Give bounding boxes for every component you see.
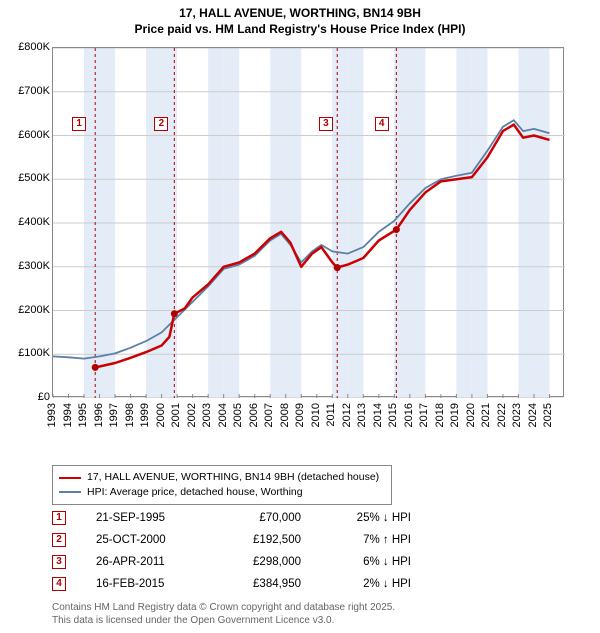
legend-row-hpi: HPI: Average price, detached house, Wort… [59,485,385,500]
table-row: 225-OCT-2000£192,5007% ↑ HPI [52,529,594,551]
x-axis-label: 1993 [46,403,58,427]
y-axis-label: £600K [6,129,50,141]
y-axis-label: £200K [6,304,50,316]
x-axis-label: 2013 [356,403,368,427]
footnote: Contains HM Land Registry data © Crown c… [52,601,594,627]
title-line2: Price paid vs. HM Land Registry's House … [6,22,594,38]
x-axis-label: 2003 [201,403,213,427]
y-axis-label: £700K [6,85,50,97]
event-marker: 2 [154,117,168,131]
x-axis-label: 2021 [480,403,492,427]
plot-rect [52,47,564,397]
x-axis-label: 1995 [77,403,89,427]
x-axis-label: 1994 [62,403,74,427]
table-row: 121-SEP-1995£70,00025% ↓ HPI [52,507,594,529]
tx-price: £298,000 [196,556,301,568]
x-axis-label: 1998 [124,403,136,427]
tx-marker: 1 [52,511,66,525]
x-axis-label: 1999 [139,403,151,427]
y-axis-label: £300K [6,260,50,272]
title-line1: 17, HALL AVENUE, WORTHING, BN14 9BH [6,6,594,22]
x-axis-label: 2018 [434,403,446,427]
x-axis-label: 2017 [418,403,430,427]
chart-title: 17, HALL AVENUE, WORTHING, BN14 9BH Pric… [6,6,594,37]
x-axis-label: 2001 [170,403,182,427]
footnote-line1: Contains HM Land Registry data © Crown c… [52,601,594,614]
x-axis-label: 2024 [527,403,539,427]
x-axis-label: 1996 [93,403,105,427]
transactions-table: 121-SEP-1995£70,00025% ↓ HPI225-OCT-2000… [52,507,594,595]
event-marker: 1 [72,117,86,131]
legend-row-subject: 17, HALL AVENUE, WORTHING, BN14 9BH (det… [59,470,385,485]
x-axis-label: 2010 [310,403,322,427]
tx-price: £384,950 [196,578,301,590]
table-row: 416-FEB-2015£384,9502% ↓ HPI [52,573,594,595]
tx-diff: 7% ↑ HPI [301,534,411,546]
swatch-subject [59,477,81,479]
y-axis-label: £500K [6,172,50,184]
x-axis-label: 2023 [511,403,523,427]
event-marker: 4 [375,117,389,131]
x-axis-label: 2009 [294,403,306,427]
legend: 17, HALL AVENUE, WORTHING, BN14 9BH (det… [52,465,392,504]
x-axis-label: 2019 [449,403,461,427]
x-axis-label: 2020 [465,403,477,427]
x-axis-label: 2012 [341,403,353,427]
x-axis-label: 2002 [186,403,198,427]
footnote-line2: This data is licensed under the Open Gov… [52,614,594,627]
legend-label-subject: 17, HALL AVENUE, WORTHING, BN14 9BH (det… [87,470,379,485]
event-marker: 3 [319,117,333,131]
y-axis-label: £0 [6,391,50,403]
y-axis-label: £100K [6,347,50,359]
x-axis-label: 2025 [542,403,554,427]
tx-price: £192,500 [196,534,301,546]
table-row: 326-APR-2011£298,0006% ↓ HPI [52,551,594,573]
x-axis-label: 2014 [372,403,384,427]
tx-date: 25-OCT-2000 [66,534,196,546]
x-axis-label: 2016 [403,403,415,427]
tx-price: £70,000 [196,512,301,524]
tx-diff: 2% ↓ HPI [301,578,411,590]
plot-svg [53,48,565,398]
tx-marker: 3 [52,555,66,569]
tx-marker: 2 [52,533,66,547]
x-axis-label: 2007 [263,403,275,427]
tx-diff: 25% ↓ HPI [301,512,411,524]
x-axis-label: 2006 [248,403,260,427]
swatch-hpi [59,491,81,493]
x-axis-label: 2004 [217,403,229,427]
legend-label-hpi: HPI: Average price, detached house, Wort… [87,485,303,500]
x-axis-label: 2011 [325,403,337,427]
x-axis-label: 2000 [155,403,167,427]
tx-date: 26-APR-2011 [66,556,196,568]
tx-date: 21-SEP-1995 [66,512,196,524]
x-axis-label: 2008 [279,403,291,427]
chart-area: £0 £100K £200K £300K £400K £500K £600K £700K £80… [6,41,582,461]
tx-diff: 6% ↓ HPI [301,556,411,568]
tx-date: 16-FEB-2015 [66,578,196,590]
x-axis-label: 2005 [232,403,244,427]
x-axis-label: 2022 [496,403,508,427]
tx-marker: 4 [52,577,66,591]
x-axis-label: 1997 [108,403,120,427]
y-axis-label: £800K [6,41,50,53]
x-axis-label: 2015 [387,403,399,427]
y-axis-label: £400K [6,216,50,228]
